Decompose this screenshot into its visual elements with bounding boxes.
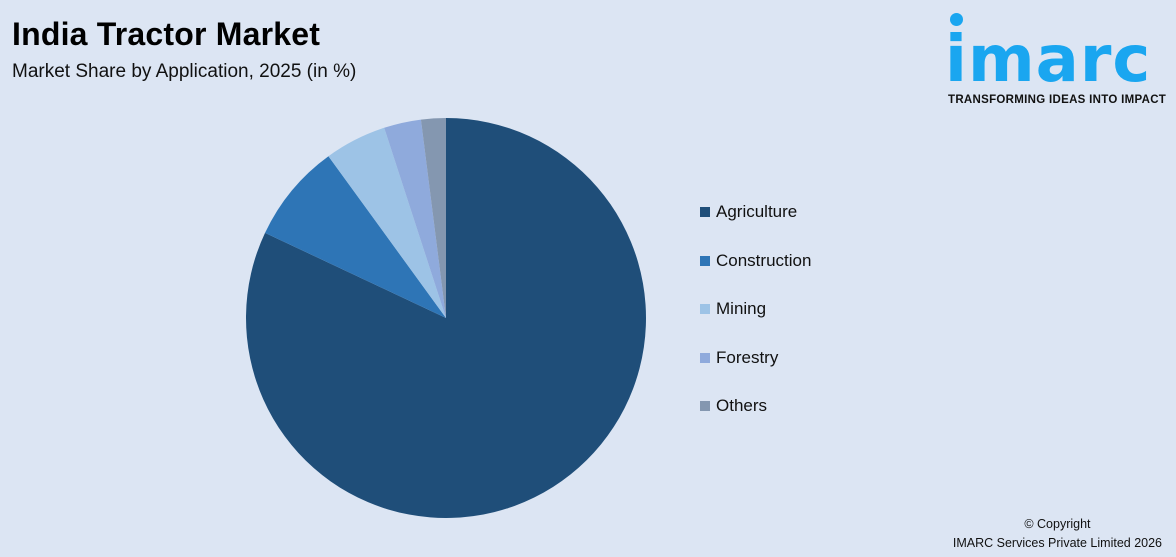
legend-item-construction: Construction [700, 249, 811, 273]
legend-item-others: Others [700, 394, 811, 418]
copyright-notice: © Copyright IMARC Services Private Limit… [953, 515, 1162, 553]
chart-subtitle: Market Share by Application, 2025 (in %) [12, 61, 357, 82]
imarc-logo: imarc TRANSFORMING IDEAS INTO IMPACT [945, 10, 1173, 110]
legend-swatch-others [700, 401, 710, 411]
pie-slice-others [420, 118, 446, 318]
legend-item-mining: Mining [700, 297, 811, 321]
legend-label: Others [716, 396, 768, 415]
legend-swatch-forestry [700, 352, 710, 363]
legend-label: Construction [716, 250, 812, 270]
legend-item-forestry: Forestry [700, 346, 811, 370]
legend-swatch-agriculture [700, 207, 710, 217]
logo-tagline: TRANSFORMING IDEAS INTO IMPACT [948, 94, 1167, 106]
legend-label: Agriculture [716, 202, 798, 221]
legend-label: Forestry [716, 347, 779, 367]
logo-dot-icon [950, 13, 963, 26]
legend-swatch-mining [700, 304, 710, 314]
pie-slice-forestry [384, 119, 446, 318]
copyright-line-2: IMARC Services Private Limited 2026 [952, 536, 1162, 550]
legend-label: Mining [716, 299, 767, 318]
legend-swatch-construction [700, 255, 710, 266]
chart-title: India Tractor Market [12, 16, 321, 52]
chart-legend: Agriculture Construction Mining Forestry… [700, 200, 811, 443]
pie-chart [246, 118, 646, 518]
legend-item-agriculture: Agriculture [700, 200, 811, 224]
logo-wordmark: imarc [945, 23, 1152, 97]
pie-slice-mining [328, 127, 446, 318]
pie-slice-construction [265, 156, 446, 318]
copyright-line-1: © Copyright [1024, 517, 1091, 531]
